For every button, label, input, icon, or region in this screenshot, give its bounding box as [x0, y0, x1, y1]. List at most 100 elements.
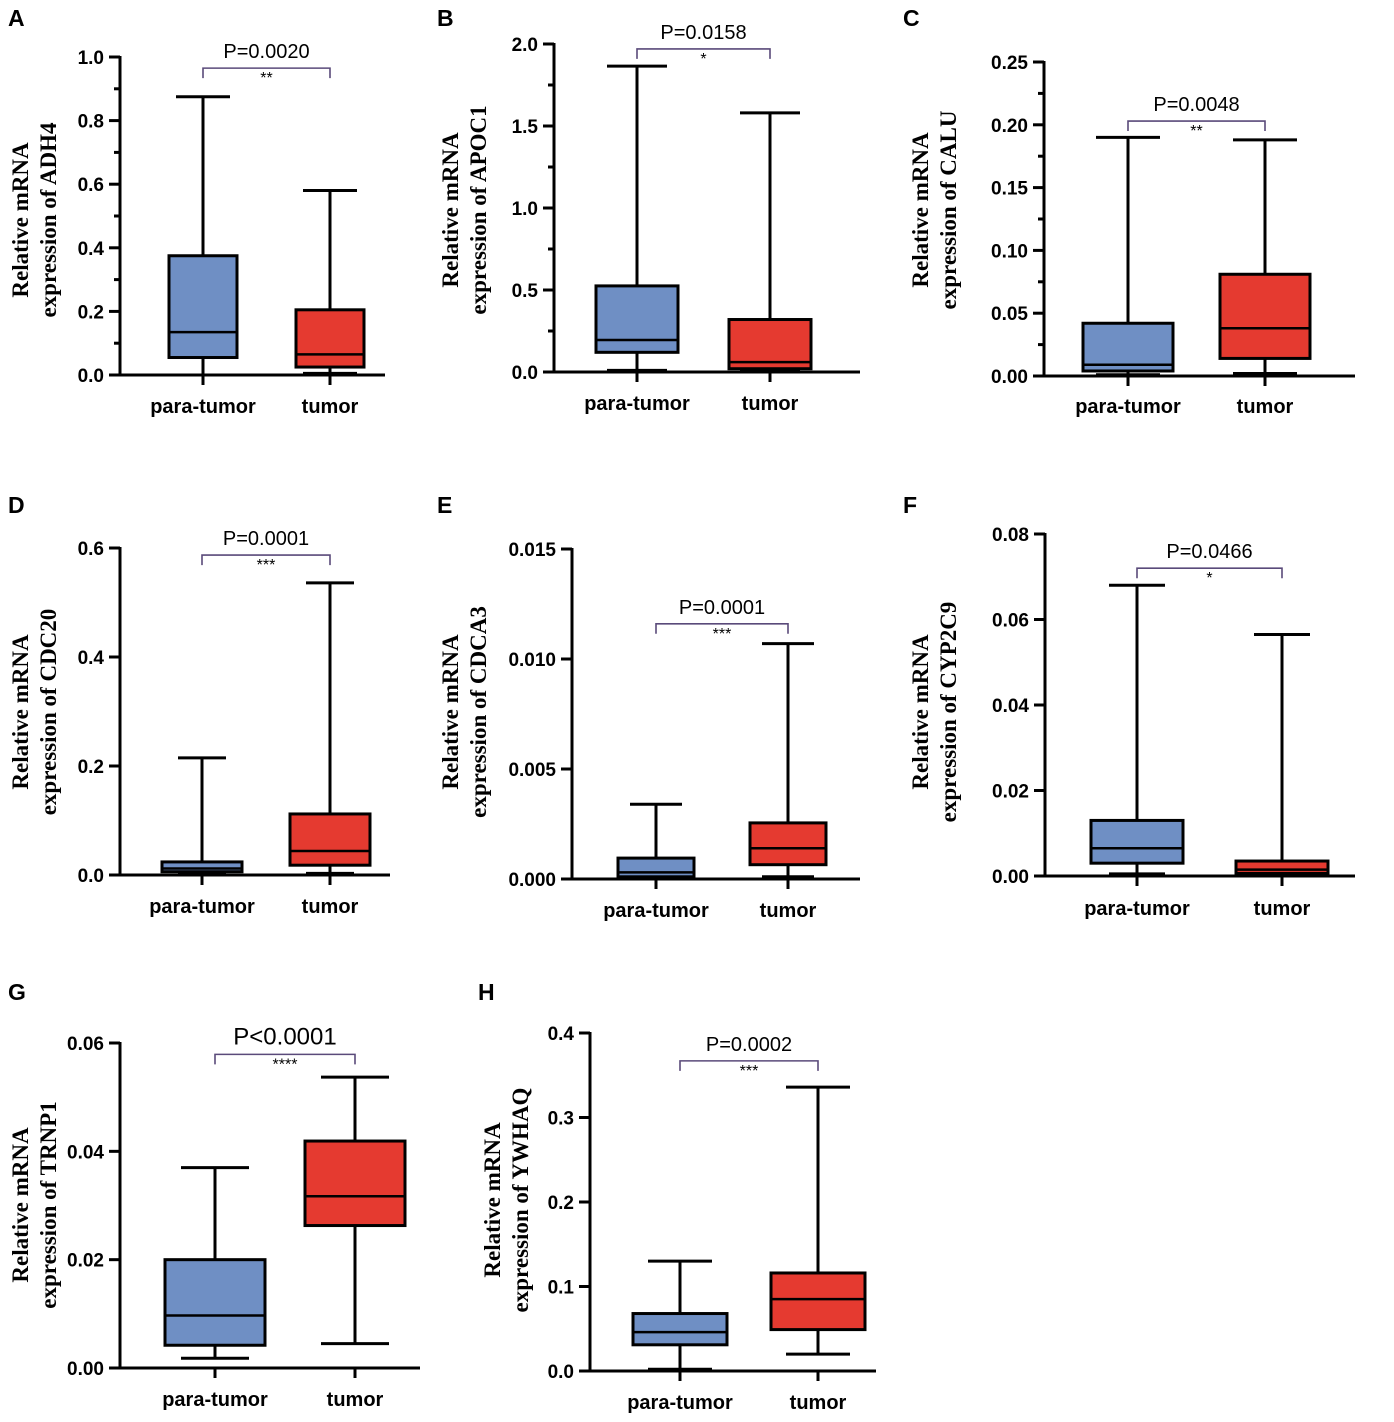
- iqr-box: [769, 1271, 867, 1332]
- box-para-tumor: [160, 756, 244, 876]
- x-category-label: para-tumor: [603, 900, 709, 922]
- y-tick-label: 0.6: [78, 175, 104, 196]
- iqr-box: [631, 1312, 729, 1347]
- box-para-tumor: [631, 1259, 729, 1371]
- iqr-box: [1081, 321, 1175, 373]
- x-category-label: tumor: [1237, 396, 1294, 418]
- y-tick-label: 0.20: [991, 116, 1028, 137]
- iqr-box: [294, 308, 366, 369]
- p-value-label: P=0.0001: [223, 528, 309, 550]
- iqr-box: [160, 860, 244, 874]
- p-value-label: P=0.0001: [679, 597, 765, 619]
- panel-letter: E: [437, 492, 452, 518]
- significance-bracket: [202, 67, 331, 79]
- y-tick-label: 0.010: [508, 650, 556, 671]
- box-tumor: [1218, 138, 1312, 375]
- box-para-tumor: [1089, 583, 1185, 876]
- y-tick-label: 0.00: [991, 367, 1028, 388]
- box-tumor: [727, 111, 813, 373]
- y-tick-label: 2.0: [512, 35, 538, 56]
- y-tick-label: 0.25: [991, 53, 1028, 74]
- panel-c: C Relative mRNA expression of CALU 0.00 0.05…: [903, 5, 1355, 418]
- box-tumor: [303, 1075, 407, 1346]
- box-tumor: [769, 1085, 867, 1356]
- iqr-box: [288, 812, 372, 867]
- box-tumor: [288, 581, 372, 875]
- y-axis-label: Relative mRNA expression of ADH4: [8, 122, 61, 318]
- y-tick-label: 0.0: [548, 1362, 574, 1383]
- significance-bracket: [214, 1053, 356, 1065]
- y-tick-label: 0.04: [992, 696, 1029, 717]
- y-axis-label-line2: expression of ADH4: [36, 122, 61, 318]
- y-axis-label-line2: expression of APOC1: [466, 105, 491, 314]
- significance-bracket: [201, 554, 331, 566]
- panel-g: G Relative mRNA expression of TRNP1 0.00 0.0…: [8, 979, 420, 1411]
- y-axis-label: Relative mRNA expression of CDC20: [8, 609, 61, 816]
- box-para-tumor: [167, 95, 239, 377]
- box-para-tumor: [163, 1166, 267, 1360]
- y-tick-label: 0.005: [508, 760, 556, 781]
- y-tick-label: 0.05: [991, 304, 1028, 325]
- y-axis-label-line1: Relative mRNA: [438, 132, 463, 288]
- x-category-label: para-tumor: [1075, 396, 1181, 418]
- panel-letter: A: [8, 5, 25, 31]
- iqr-box: [1089, 818, 1185, 865]
- y-tick-label: 0.10: [991, 241, 1028, 262]
- x-category-label: tumor: [327, 1389, 384, 1411]
- y-tick-label: 0.06: [992, 611, 1029, 632]
- y-axis-label-line1: Relative mRNA: [480, 1122, 505, 1278]
- panel-letter: F: [903, 492, 917, 518]
- y-tick-label: 0.1: [548, 1278, 575, 1299]
- significance-stars: *: [1206, 570, 1212, 587]
- y-tick-label: 0.3: [548, 1109, 574, 1130]
- significance-stars: **: [260, 70, 272, 87]
- y-tick-label: 0.0: [512, 363, 538, 384]
- y-axis-label-line2: expression of CDC20: [36, 609, 61, 816]
- y-tick-label: 1.0: [78, 48, 104, 69]
- significance-bracket: [655, 623, 789, 634]
- iqr-box: [748, 821, 828, 867]
- y-axis-label-line2: expression of CDCA3: [466, 606, 491, 818]
- x-category-label: tumor: [1254, 898, 1311, 920]
- y-axis-label-line2: expression of CYP2C9: [936, 602, 961, 823]
- box-para-tumor: [594, 64, 680, 372]
- significance-stars: **: [1190, 123, 1202, 140]
- iqr-box: [163, 1258, 267, 1347]
- y-tick-label: 0.4: [78, 648, 105, 669]
- panel-letter: D: [8, 492, 25, 518]
- iqr-box: [1218, 272, 1312, 360]
- y-tick-label: 0.4: [78, 239, 105, 260]
- y-tick-label: 0.02: [67, 1251, 104, 1272]
- y-axis-label-line1: Relative mRNA: [8, 1127, 33, 1283]
- panel-letter: H: [478, 979, 495, 1005]
- p-value-label: P=0.0002: [706, 1034, 792, 1056]
- x-category-label: tumor: [760, 900, 817, 922]
- y-tick-label: 0.15: [991, 179, 1028, 200]
- y-tick-label: 0.0: [78, 366, 104, 387]
- iqr-box: [616, 856, 696, 879]
- significance-stars: ***: [713, 626, 732, 643]
- panel-d: D Relative mRNA expression of CDC20 0.0 0.2 0…: [8, 492, 390, 918]
- y-tick-label: 0.04: [67, 1142, 104, 1163]
- x-category-label: tumor: [742, 393, 799, 415]
- iqr-box: [1234, 859, 1330, 875]
- x-category-label: tumor: [302, 396, 359, 418]
- y-axis-label: Relative mRNA expression of YWHAQ: [480, 1088, 533, 1313]
- y-tick-label: 0.8: [78, 112, 104, 133]
- y-tick-label: 0.6: [78, 539, 104, 560]
- y-tick-label: 0.02: [992, 782, 1029, 803]
- y-axis-label-line2: expression of CALU: [936, 110, 961, 309]
- iqr-box: [727, 318, 813, 371]
- box-tumor: [294, 189, 366, 375]
- significance-bracket: [679, 1060, 819, 1071]
- significance-stars: ***: [257, 557, 276, 574]
- panel-a: A Relative mRNA expression of ADH4 0.0 0.2 0.…: [8, 5, 385, 418]
- y-tick-label: 0.4: [548, 1024, 575, 1045]
- panel-e: E Relative mRNA expression of CDCA3 0.000 0.…: [437, 492, 860, 922]
- y-tick-label: 0.00: [67, 1359, 104, 1380]
- x-category-label: para-tumor: [149, 896, 255, 918]
- y-tick-label: 0.000: [508, 870, 556, 891]
- y-axis-label-line2: expression of TRNP1: [36, 1101, 61, 1308]
- x-category-label: tumor: [302, 896, 359, 918]
- panel-letter: C: [903, 5, 920, 31]
